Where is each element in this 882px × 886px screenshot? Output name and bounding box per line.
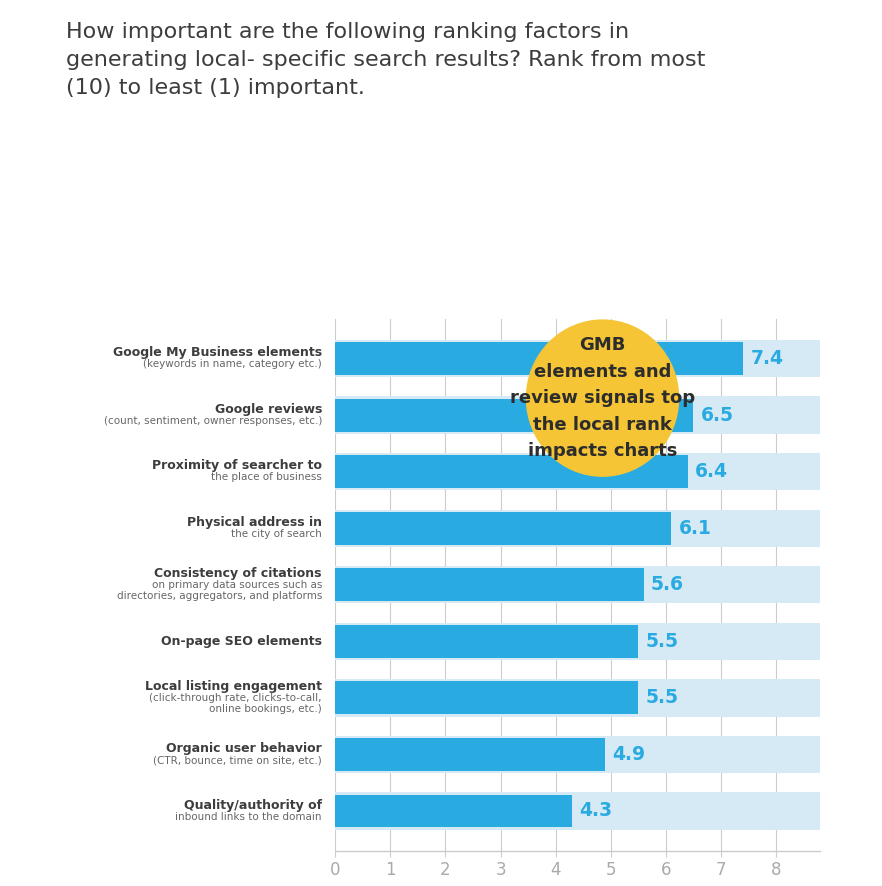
Bar bbox=[335, 455, 688, 488]
Bar bbox=[335, 568, 644, 602]
Text: online bookings, etc.): online bookings, etc.) bbox=[209, 704, 322, 714]
Text: Google My Business elements: Google My Business elements bbox=[113, 346, 322, 360]
Text: 6.4: 6.4 bbox=[695, 462, 729, 481]
Text: 4.9: 4.9 bbox=[612, 745, 646, 764]
Bar bbox=[335, 735, 820, 773]
Bar bbox=[335, 509, 820, 547]
Text: 5.5: 5.5 bbox=[646, 632, 678, 651]
Text: (CTR, bounce, time on site, etc.): (CTR, bounce, time on site, etc.) bbox=[153, 755, 322, 766]
Text: Google reviews: Google reviews bbox=[214, 403, 322, 416]
Text: On-page SEO elements: On-page SEO elements bbox=[161, 634, 322, 648]
Text: Physical address in: Physical address in bbox=[187, 516, 322, 529]
Text: directories, aggregators, and platforms: directories, aggregators, and platforms bbox=[116, 591, 322, 602]
Text: 4.3: 4.3 bbox=[579, 802, 612, 820]
Bar bbox=[335, 396, 820, 434]
Bar bbox=[335, 340, 820, 377]
Bar bbox=[335, 792, 820, 829]
Text: 6.1: 6.1 bbox=[678, 518, 712, 538]
Bar bbox=[335, 342, 743, 375]
Text: 7.4: 7.4 bbox=[751, 349, 783, 368]
Bar bbox=[335, 681, 639, 714]
Bar bbox=[335, 680, 820, 717]
Text: (keywords in name, category etc.): (keywords in name, category etc.) bbox=[143, 360, 322, 369]
Bar bbox=[335, 738, 605, 771]
Text: Proximity of searcher to: Proximity of searcher to bbox=[152, 460, 322, 472]
Bar bbox=[335, 512, 671, 545]
Text: (click-through rate, clicks-to-call,: (click-through rate, clicks-to-call, bbox=[149, 693, 322, 703]
Text: Consistency of citations: Consistency of citations bbox=[154, 567, 322, 579]
Bar bbox=[335, 795, 572, 828]
Text: on primary data sources such as: on primary data sources such as bbox=[152, 579, 322, 590]
Text: 6.5: 6.5 bbox=[700, 406, 734, 424]
Text: GMB
elements and
review signals top
the local rank
impacts charts: GMB elements and review signals top the … bbox=[510, 337, 695, 460]
Bar bbox=[335, 399, 693, 431]
Text: Quality/authority of: Quality/authority of bbox=[183, 798, 322, 812]
Text: 5.5: 5.5 bbox=[646, 688, 678, 707]
Text: How important are the following ranking factors in
generating local- specific se: How important are the following ranking … bbox=[66, 22, 706, 98]
Text: inbound links to the domain: inbound links to the domain bbox=[176, 812, 322, 821]
Text: the place of business: the place of business bbox=[211, 472, 322, 482]
Text: (count, sentiment, owner responses, etc.): (count, sentiment, owner responses, etc.… bbox=[103, 416, 322, 426]
Bar bbox=[335, 453, 820, 490]
Text: Organic user behavior: Organic user behavior bbox=[166, 742, 322, 755]
Bar bbox=[335, 566, 820, 603]
Text: Local listing engagement: Local listing engagement bbox=[145, 680, 322, 693]
Text: the city of search: the city of search bbox=[231, 529, 322, 539]
Text: 5.6: 5.6 bbox=[651, 575, 684, 595]
Bar bbox=[335, 623, 820, 660]
Bar bbox=[335, 625, 639, 657]
